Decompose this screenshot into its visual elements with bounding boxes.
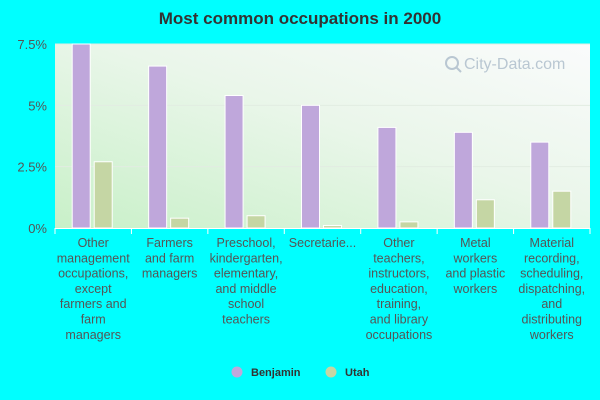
category-label: management — [57, 251, 130, 265]
watermark-text: City-Data.com — [464, 56, 565, 73]
gridlines — [55, 43, 590, 168]
legend-label-utah: Utah — [345, 367, 370, 379]
category-label: and middle — [215, 282, 276, 296]
bar-benjamin-5 — [453, 131, 473, 229]
bar-utah-0 — [93, 161, 113, 229]
category-label: distributing — [522, 313, 582, 327]
y-tick-label: 5% — [28, 98, 47, 113]
category-label: workers — [529, 328, 574, 342]
watermark-search-icon — [445, 56, 459, 70]
category-label: education, — [370, 282, 428, 296]
category-label: workers — [452, 282, 497, 296]
category-label: training, — [377, 297, 421, 311]
category-label: kindergarten, — [210, 251, 283, 265]
category-label: and — [541, 297, 562, 311]
legend: Benjamin Utah — [231, 366, 370, 379]
x-axis — [54, 228, 591, 234]
x-axis-labels: Othermanagementoccupations,exceptfarmers… — [57, 236, 585, 342]
chart-title: Most common occupations in 2000 — [159, 9, 441, 28]
bar-utah-6 — [552, 190, 572, 229]
category-label: Other — [78, 236, 109, 250]
category-label: recording, — [524, 251, 580, 265]
category-label: and plastic — [445, 267, 505, 281]
y-axis-ticks: 0% 2.5% 5% 7.5% — [17, 37, 47, 236]
category-label: Material — [530, 236, 574, 250]
category-label: Preschool, — [217, 236, 276, 250]
bar-benjamin-2 — [224, 95, 244, 229]
bar-benjamin-3 — [301, 104, 320, 229]
category-label: Secretarie... — [289, 236, 356, 250]
category-label: school — [228, 297, 264, 311]
bar-benjamin-6 — [530, 141, 550, 229]
category-label: scheduling, — [520, 267, 583, 281]
category-label: workers — [452, 251, 497, 265]
y-tick-label: 7.5% — [17, 37, 47, 52]
bar-benjamin-0 — [71, 43, 91, 229]
category-label: and farm — [145, 251, 194, 265]
y-tick-label: 2.5% — [17, 160, 47, 175]
category-label: instructors, — [368, 267, 429, 281]
category-label: Farmers — [146, 236, 193, 250]
category-label: and library — [370, 313, 429, 327]
bar-utah-1 — [170, 217, 190, 229]
category-label: farm — [81, 313, 106, 327]
bar-utah-2 — [246, 215, 266, 229]
bar-benjamin-1 — [148, 65, 168, 229]
bar-utah-3 — [323, 225, 342, 229]
legend-label-benjamin: Benjamin — [251, 367, 301, 379]
category-label: occupations, — [58, 267, 128, 281]
bar-utah-5 — [475, 199, 495, 229]
bar-utah-4 — [399, 221, 419, 229]
watermark-search-icon-handle — [455, 66, 462, 73]
y-tick-label: 0% — [28, 221, 47, 236]
legend-swatch-utah — [325, 366, 337, 378]
bar-benjamin-4 — [377, 126, 397, 229]
plot-area — [55, 44, 590, 228]
category-label: teachers, — [373, 251, 424, 265]
category-label: managers — [142, 267, 198, 281]
category-label: occupations — [366, 328, 433, 342]
category-label: teachers — [222, 313, 270, 327]
category-label: dispatching, — [518, 282, 585, 296]
category-label: elementary, — [214, 267, 278, 281]
category-label: farmers and — [60, 297, 127, 311]
category-label: Metal — [460, 236, 491, 250]
legend-swatch-benjamin — [231, 366, 243, 378]
category-label: managers — [65, 328, 121, 342]
category-label: Other — [383, 236, 414, 250]
watermark: City-Data.com — [445, 56, 565, 73]
category-label: except — [75, 282, 112, 296]
